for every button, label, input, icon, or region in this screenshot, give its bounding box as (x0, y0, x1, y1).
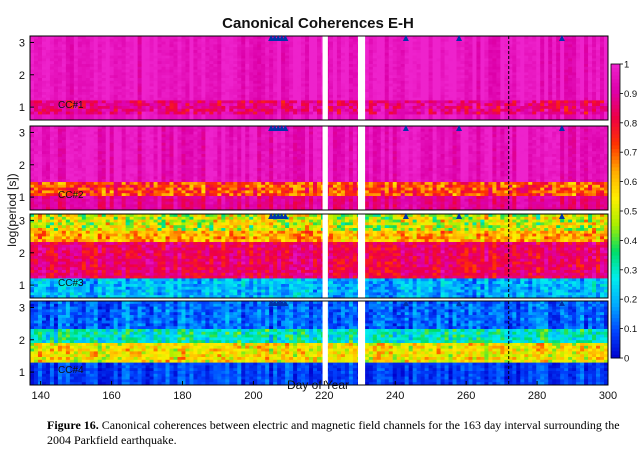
data-gap-2 (358, 301, 366, 385)
x-tick-label: 260 (457, 390, 475, 402)
event-marker (282, 35, 289, 41)
colorbar-tick-label: 0.7 (624, 148, 637, 159)
x-tick-label: 240 (386, 390, 404, 402)
x-tick-label: 140 (31, 390, 49, 402)
y-tick-label: 3 (19, 127, 25, 139)
y-tick-label: 2 (19, 160, 25, 172)
panel-1: 1 2 3 CC#1 (19, 35, 609, 121)
event-marker (402, 300, 409, 306)
x-tick-label: 300 (599, 390, 617, 402)
event-marker (558, 300, 565, 306)
y-tick-label: 3 (19, 302, 25, 314)
y-tick-label: 2 (19, 248, 25, 260)
colorbar-tick-label: 0.2 (624, 295, 637, 306)
y-tick-label: 1 (19, 280, 25, 292)
event-marker (402, 125, 409, 131)
y-tick-label: 1 (19, 192, 25, 204)
colorbar-tick-label: 0.6 (624, 177, 637, 188)
colorbar: 0 0.1 0.2 0.3 0.4 0.5 0.6 0.7 0.8 0.9 1 (610, 60, 637, 365)
x-tick-label: 220 (315, 390, 333, 402)
coherence-figure: Canonical Coherences E-H 123CC#1123CC#21… (5, 15, 637, 402)
colorbar-tick-label: 0.5 (624, 207, 637, 218)
x-tick-label: 160 (102, 390, 120, 402)
heatmap-panels: 1 2 3 CC#1 1 2 3 CC#2 1 2 3 CC#3 1 2 3 CC#4 (19, 35, 609, 386)
event-marker (402, 213, 409, 219)
event-marker (558, 35, 565, 41)
panel-label: CC#1 (58, 100, 84, 111)
x-axis: 140 160 180 200 220 240 260 280 300 (31, 381, 617, 402)
event-marker (456, 125, 463, 131)
data-gap-1 (322, 214, 328, 298)
event-marker (558, 213, 565, 219)
event-marker (282, 213, 289, 219)
event-marker (456, 300, 463, 306)
data-gap-2 (358, 214, 366, 298)
panel-2: 1 2 3 CC#2 (19, 125, 609, 211)
colorbar-tick-label: 0.1 (624, 324, 637, 335)
event-marker (456, 35, 463, 41)
figure-caption: Figure 16. Canonical coherences between … (47, 418, 627, 448)
event-marker (282, 125, 289, 131)
caption-text: Canonical coherences between electric an… (47, 418, 620, 447)
event-marker (558, 125, 565, 131)
colorbar-tick-label: 0.8 (624, 118, 637, 129)
data-gap-2 (358, 126, 366, 210)
colorbar-tick-label: 1 (624, 60, 629, 71)
y-tick-label: 1 (19, 367, 25, 379)
x-tick-label: 200 (244, 390, 262, 402)
x-axis-label: Day of Year (287, 378, 349, 392)
panel-4: 1 2 3 CC#4 (19, 300, 609, 386)
y-tick-label: 3 (19, 215, 25, 227)
data-gap-1 (322, 301, 328, 385)
panel-label: CC#2 (58, 190, 84, 201)
panel-label: CC#3 (58, 278, 84, 289)
panel-3: 1 2 3 CC#3 (19, 213, 609, 299)
chart-title: Canonical Coherences E-H (222, 15, 414, 32)
event-marker (456, 213, 463, 219)
panel-frame (29, 213, 609, 299)
y-tick-label: 3 (19, 37, 25, 49)
panel-frame (29, 300, 609, 386)
panel-frame (29, 125, 609, 211)
panel-label: CC#4 (58, 365, 84, 376)
x-tick-label: 280 (528, 390, 546, 402)
event-marker (402, 35, 409, 41)
data-gap-1 (322, 126, 328, 210)
colorbar-tick-label: 0.4 (624, 236, 637, 247)
colorbar-tick-label: 0.9 (624, 89, 637, 100)
y-tick-label: 2 (19, 70, 25, 82)
y-axis-label: log(period [s]) (5, 173, 19, 246)
data-gap-2 (358, 36, 366, 120)
x-tick-label: 180 (173, 390, 191, 402)
y-tick-label: 2 (19, 335, 25, 347)
y-tick-label: 1 (19, 102, 25, 114)
colorbar-tick-label: 0.3 (624, 265, 637, 276)
caption-label: Figure 16. (47, 418, 99, 432)
data-gap-1 (322, 36, 328, 120)
panel-frame (29, 35, 609, 121)
event-marker (282, 300, 289, 306)
colorbar-tick-label: 0 (624, 354, 629, 365)
